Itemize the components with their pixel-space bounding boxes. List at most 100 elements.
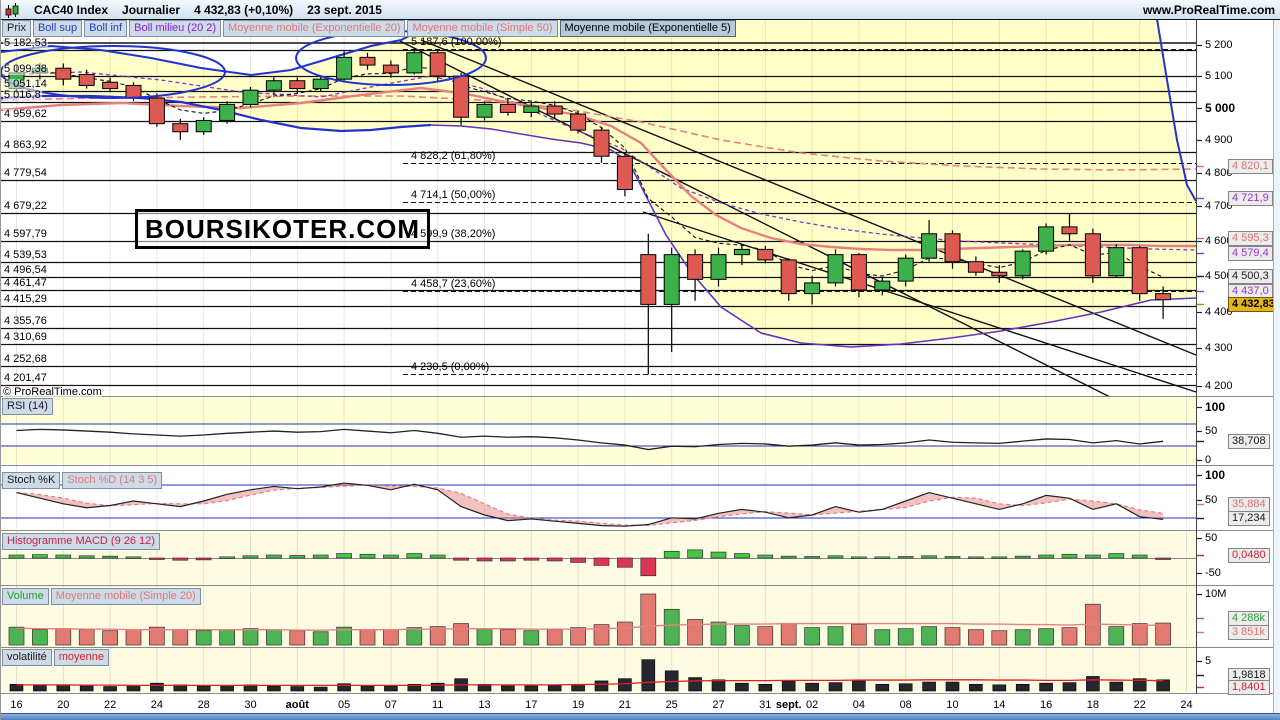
website-link[interactable]: www.ProRealTime.com	[1142, 2, 1275, 17]
quote-date: 23 sept. 2015	[307, 2, 382, 17]
time-axis-label: 13	[478, 699, 491, 711]
rsi-value-badge: 38,708	[1228, 434, 1270, 449]
volume-axis-tick: 10M	[1205, 588, 1227, 600]
time-axis-label: 18	[1086, 699, 1100, 711]
time-axis-label: 25	[665, 699, 678, 711]
vertical-scrollbar[interactable]	[1273, 19, 1280, 713]
copyright-label: © ProRealTime.com	[3, 386, 102, 398]
price-badge: 4 595,3	[1228, 231, 1273, 246]
stoch-value-badge: 35,884	[1228, 497, 1270, 512]
macd-chip-0[interactable]: Histogramme MACD (9 26 12)	[2, 533, 160, 550]
price-level-label: 4 355,76	[3, 314, 48, 327]
volatility-value-badge: 1,8401	[1228, 680, 1270, 695]
time-axis-label: 16	[10, 699, 23, 711]
stoch-chip-0[interactable]: Stoch %K	[2, 472, 61, 489]
price-level-label: 5 099,38	[3, 63, 48, 76]
price-level-label: 4 201,47	[3, 372, 48, 385]
indicator-toolbar: Prix Boll sup Boll inf Boll milieu (20 2) Mo…	[2, 20, 736, 37]
price-axis-tick: 4 200	[1205, 379, 1233, 392]
time-axis-label: 08	[899, 699, 912, 711]
price-level-label: 4 252,68	[3, 353, 48, 365]
price-level-label: 4 539,53	[3, 248, 48, 261]
fibonacci-label: 4 458,7 (23,60%)	[411, 277, 496, 290]
fibonacci-label: 4 230,5 (0,00%)	[411, 361, 490, 374]
toolbar-chip-5[interactable]: Moyenne mobile (Simple 50)	[407, 20, 558, 37]
price-level-label: 4 863,92	[3, 138, 48, 151]
timeframe-label[interactable]: Journalier	[122, 2, 181, 17]
time-axis-label: 19	[571, 699, 585, 711]
price-axis-tick: 4 500	[1205, 269, 1233, 282]
time-axis-label: 16	[1039, 699, 1053, 711]
stoch-axis-tick: 100	[1205, 468, 1226, 482]
volatility-chip-0[interactable]: volatilité	[2, 649, 52, 666]
time-axis-label: 07	[384, 699, 398, 711]
time-axis-label: 14	[993, 699, 1006, 711]
price-level-label: 4 310,69	[3, 331, 48, 344]
time-axis-label: août	[285, 699, 309, 711]
legend-rsi: RSI (14)	[2, 398, 53, 415]
price-level-label: 5 182,53	[3, 37, 48, 50]
time-axis-label: 27	[712, 699, 725, 711]
price-level-label: 4 959,62	[3, 107, 48, 120]
time-axis-label: 21	[618, 699, 632, 711]
time-axis-label: 24	[1180, 699, 1193, 711]
time-axis-label: 31	[759, 699, 772, 711]
price-badge: 4 432,83	[1228, 297, 1279, 312]
candlestick-icon	[5, 2, 20, 19]
time-axis-label: 10	[946, 699, 959, 711]
time-axis-label: 30	[244, 699, 257, 711]
toolbar-chip-4[interactable]: Moyenne mobile (Exponentielle 20)	[223, 20, 406, 37]
legend-stoch: Stoch %K Stoch %D (14 3 5)	[2, 472, 163, 489]
price-level-label: 5 016,8	[3, 89, 42, 102]
time-axis-label: 24	[150, 699, 164, 711]
price-change: (+0,10%)	[244, 2, 294, 17]
time-axis-label: 11	[431, 699, 444, 711]
legend-volatility: volatilité moyenne	[2, 649, 110, 666]
volatility-axis-tick: 5	[1205, 655, 1212, 667]
price-axis-tick: 4 300	[1205, 342, 1233, 355]
time-axis-label: 28	[197, 699, 210, 711]
titlebar: CAC40 Index Journalier 4 432,83 (+0,10%)…	[1, 0, 1280, 20]
toolbar-chip-0[interactable]: Prix	[2, 20, 31, 37]
macd-axis-tick: -50	[1205, 567, 1221, 579]
price-level-label: 4 415,29	[3, 293, 48, 306]
time-axis-label: 17	[525, 699, 538, 711]
price-level-label: 5 051,14	[3, 78, 48, 91]
rsi-chip-0[interactable]: RSI (14)	[2, 398, 53, 415]
fibonacci-label: 4 828,2 (61,80%)	[411, 150, 496, 163]
toolbar-chip-1[interactable]: Boll sup	[32, 20, 83, 37]
price-axis-tick: 4 800	[1205, 166, 1233, 179]
last-price: 4 432,83	[194, 2, 241, 17]
price-axis-tick: 5 200	[1205, 39, 1233, 52]
macd-axis-tick: 50	[1205, 532, 1218, 544]
volume-chip-1[interactable]: Moyenne mobile (Simple 20)	[50, 588, 201, 605]
stoch-axis-tick: 50	[1205, 494, 1218, 506]
horizontal-scrollbar[interactable]	[1, 713, 1280, 720]
price-axis-tick: 4 900	[1205, 133, 1233, 146]
legend-macd: Histogramme MACD (9 26 12)	[2, 533, 160, 550]
last-price-and-change: 4 432,83 (+0,10%)	[194, 3, 293, 17]
macd-value-badge: 0,0480	[1228, 548, 1270, 563]
fibonacci-label: 4 714,1 (50,00%)	[411, 188, 496, 201]
toolbar-chip-6[interactable]: Moyenne mobile (Exponentielle 5)	[559, 20, 736, 37]
volume-value-badge: 4 288k	[1228, 611, 1270, 626]
volatility-chip-1[interactable]: moyenne	[53, 649, 110, 666]
price-badge: 4 437,0	[1228, 284, 1273, 299]
toolbar-chip-3[interactable]: Boll milieu (20 2)	[129, 20, 222, 37]
rsi-axis-tick: 0	[1205, 454, 1212, 466]
fibonacci-label: 5 187,6 (100,00%)	[411, 35, 502, 48]
toolbar-chip-2[interactable]: Boll inf	[84, 20, 128, 37]
rsi-axis-tick: 50	[1205, 425, 1218, 437]
price-axis-tick: 4 600	[1205, 234, 1233, 247]
time-axis-label: 22	[1133, 699, 1146, 711]
volume-chip-0[interactable]: Volume	[2, 588, 49, 605]
price-badge: 4 579,4	[1228, 246, 1273, 261]
time-axis-label: 20	[57, 699, 70, 711]
time-axis-label: 02	[805, 699, 819, 711]
stoch-chip-1[interactable]: Stoch %D (14 3 5)	[62, 472, 163, 489]
volume-value-badge: 3 851k	[1228, 625, 1270, 640]
price-badge: 4 721,9	[1228, 191, 1273, 206]
watermark: BOURSIKOTER.COM	[135, 209, 430, 249]
